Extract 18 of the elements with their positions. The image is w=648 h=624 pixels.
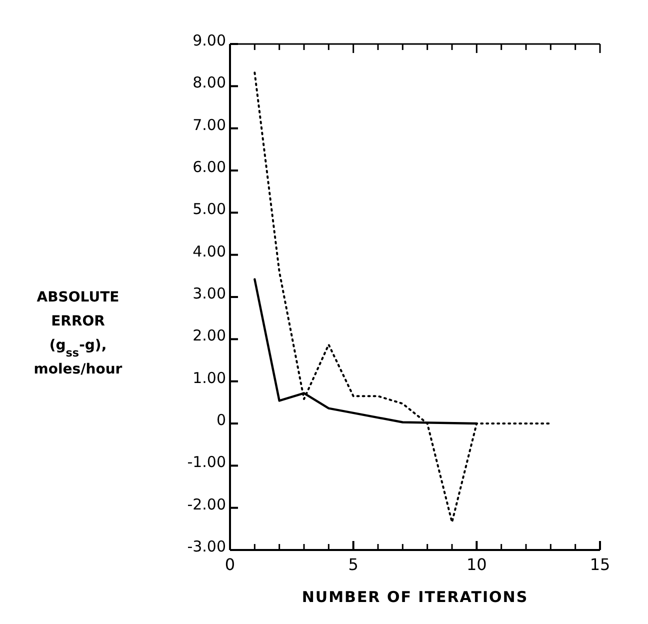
y-tick-label: -3.00 [187,538,226,556]
y-tick-label: -1.00 [187,453,226,472]
y-tick-label: 5.00 [192,200,226,218]
y-tick-label: 3.00 [192,284,226,302]
y-tick-label: 2.00 [192,326,226,345]
x-axis-title: NUMBER OF ITERATIONS [302,588,528,606]
y-tick-label: 4.00 [192,242,226,260]
y-tick-label: 9.00 [192,32,226,50]
x-tick-label: 15 [590,555,610,574]
x-tick-label: 10 [466,555,487,574]
y-tick-label: 6.00 [192,158,226,176]
y-tick-label: 7.00 [192,116,226,134]
y-axis-title: ABSOLUTE ERROR (g$_{ss}$-g), moles/hour [34,289,122,378]
y-tick-label: 0 [216,411,226,429]
y-tick-label: -2.00 [187,495,226,514]
x-tick-label: 5 [348,555,358,574]
y-tick-label: 1.00 [192,368,226,387]
y-tick-label: 8.00 [192,74,226,92]
